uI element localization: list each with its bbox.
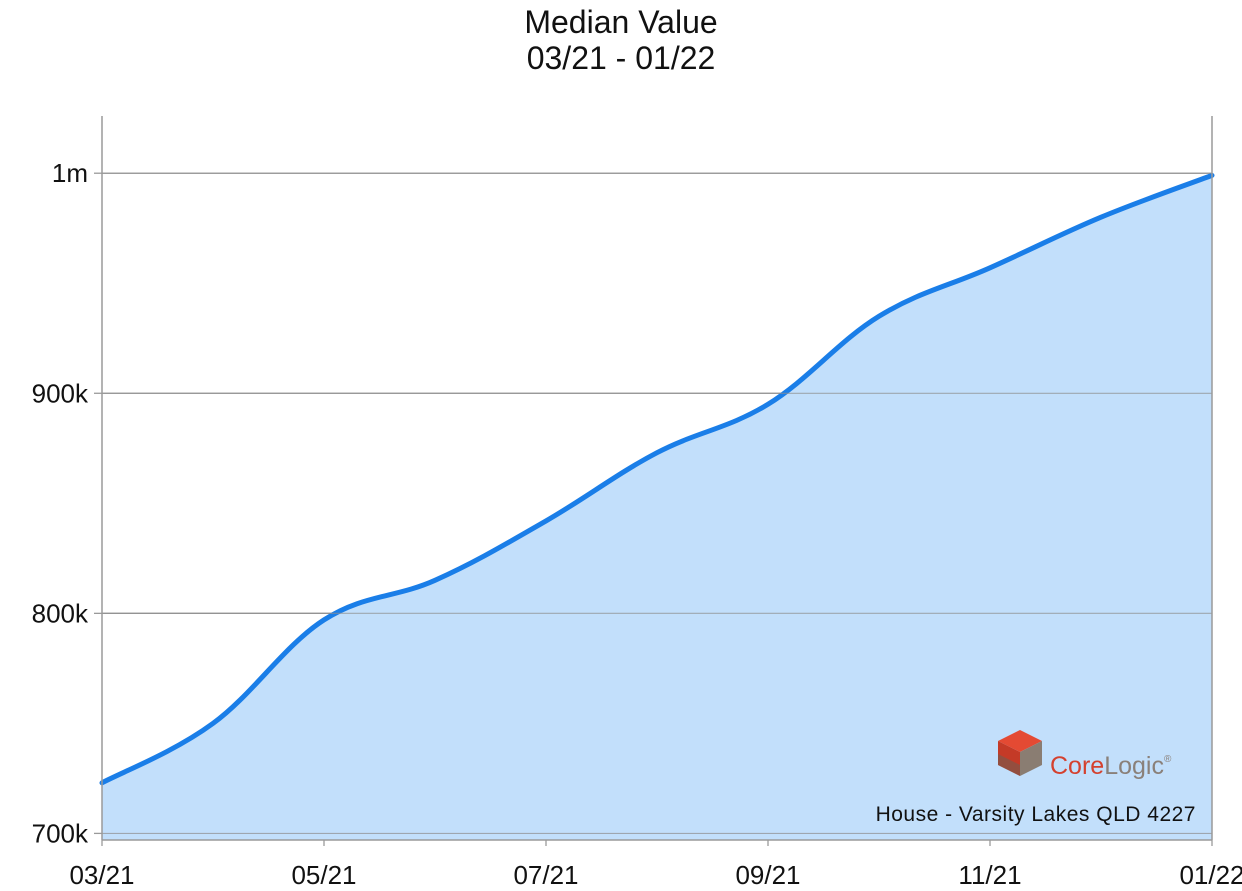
y-tick-label: 700k xyxy=(32,818,89,848)
series-caption: House - Varsity Lakes QLD 4227 xyxy=(876,803,1196,826)
x-tick-label: 09/21 xyxy=(735,860,800,890)
corelogic-logo: CoreLogic® xyxy=(998,730,1172,780)
x-axis-tick-labels: 03/21 05/21 07/21 09/21 11/21 01/22 xyxy=(69,840,1242,890)
y-tick-label: 800k xyxy=(32,598,89,628)
corelogic-wordmark: CoreLogic® xyxy=(1050,752,1172,780)
x-tick-label: 03/21 xyxy=(69,860,134,890)
chart-subtitle: 03/21 - 01/22 xyxy=(526,40,716,76)
y-axis-tick-labels: 700k 800k 900k 1m xyxy=(32,158,89,848)
series-area-fill xyxy=(102,175,1212,840)
chart-title-block: Median Value 03/21 - 01/22 xyxy=(0,0,1242,76)
x-tick-label: 07/21 xyxy=(513,860,578,890)
chart-title: Median Value xyxy=(524,4,718,40)
x-tick-label: 01/22 xyxy=(1179,860,1242,890)
axes xyxy=(101,116,1213,841)
x-tick-label: 05/21 xyxy=(291,860,356,890)
y-tick-label: 900k xyxy=(32,378,89,408)
y-tick-label: 1m xyxy=(52,158,88,188)
corelogic-cube-icon xyxy=(998,730,1042,776)
series-line xyxy=(99,172,1215,786)
x-tick-label: 11/21 xyxy=(958,860,1021,890)
